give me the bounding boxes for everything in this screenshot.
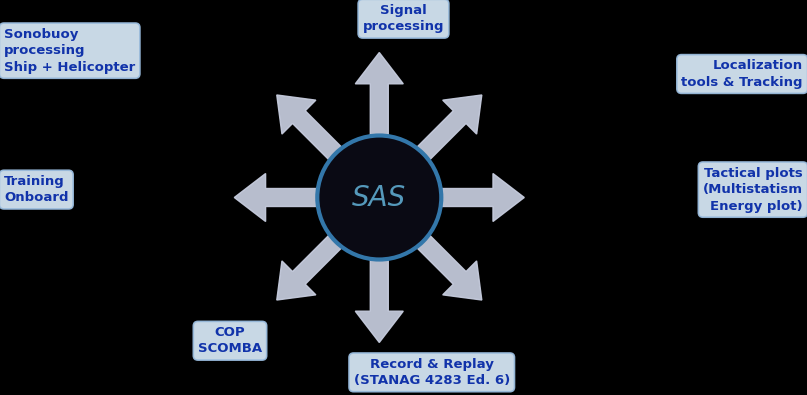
Text: Record & Replay
(STANAG 4283 Ed. 6): Record & Replay (STANAG 4283 Ed. 6) (353, 357, 510, 387)
FancyArrow shape (234, 173, 321, 222)
FancyArrow shape (414, 232, 482, 300)
Ellipse shape (317, 135, 441, 260)
Text: Sonobuoy
processing
Ship + Helicopter: Sonobuoy processing Ship + Helicopter (4, 28, 136, 73)
Text: Tactical plots
(Multistatism
Energy plot): Tactical plots (Multistatism Energy plot… (703, 167, 803, 213)
FancyArrow shape (437, 173, 525, 222)
FancyArrow shape (277, 232, 345, 300)
Text: Signal
processing: Signal processing (363, 4, 444, 34)
FancyArrow shape (414, 95, 482, 163)
Text: COP
SCOMBA: COP SCOMBA (198, 326, 262, 356)
FancyArrow shape (277, 95, 345, 163)
FancyArrow shape (355, 53, 404, 139)
Text: Localization
tools & Tracking: Localization tools & Tracking (681, 59, 803, 89)
Text: SAS: SAS (352, 184, 407, 211)
Text: Training
Onboard: Training Onboard (4, 175, 69, 204)
FancyArrow shape (355, 256, 404, 342)
